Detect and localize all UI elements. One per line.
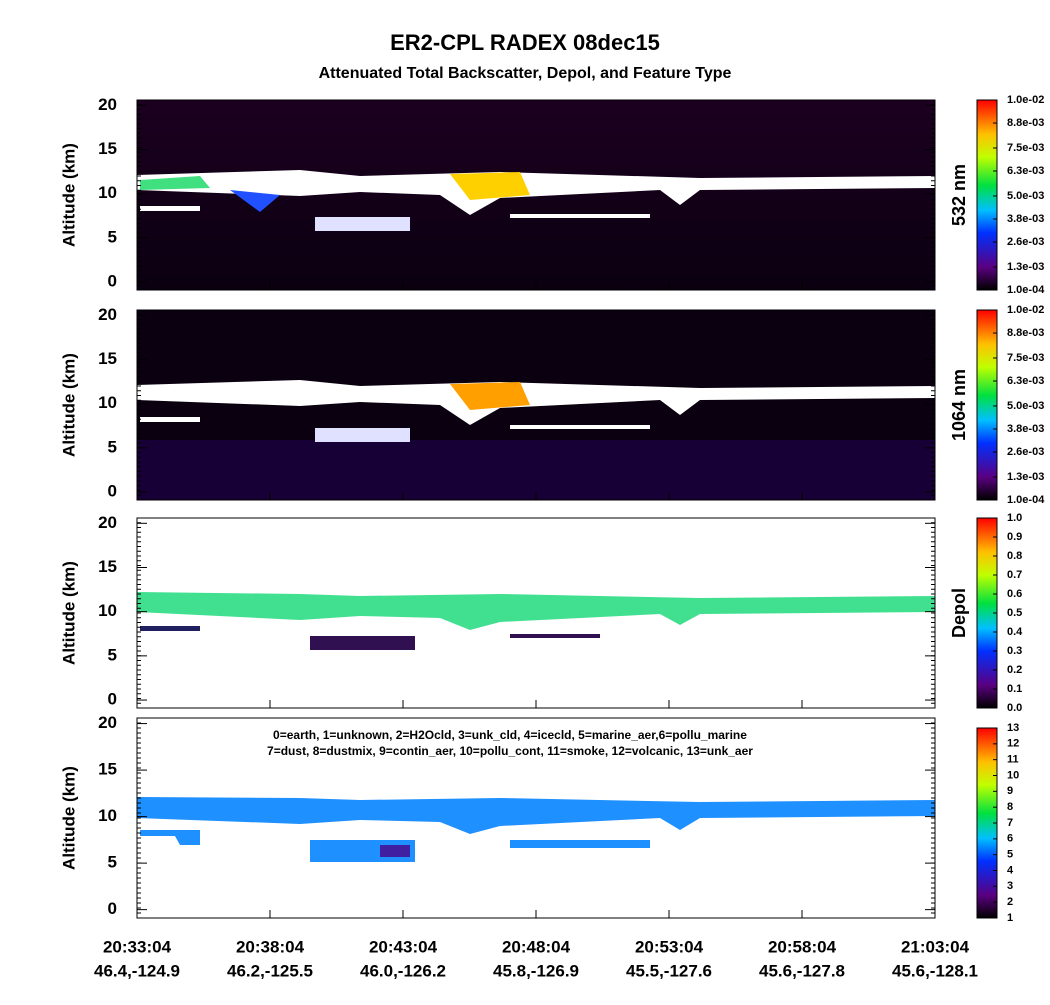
colorbar-label: 1.0e-02 bbox=[1007, 94, 1044, 106]
x-tick-location: 45.6,-127.8 bbox=[759, 961, 845, 980]
side-label: 1064 nm bbox=[949, 369, 969, 441]
y-tick-label: 0 bbox=[108, 690, 117, 709]
x-tick-time: 20:38:04 bbox=[236, 937, 305, 956]
colorbar-label: 1.3e-03 bbox=[1007, 261, 1044, 273]
x-tick-location: 45.8,-126.9 bbox=[493, 961, 579, 980]
colorbar-label: 0.0 bbox=[1007, 702, 1022, 714]
x-tick-time: 20:43:04 bbox=[369, 937, 438, 956]
colorbar-label: 0.5 bbox=[1007, 607, 1022, 619]
colorbar-label: 1.3e-03 bbox=[1007, 471, 1044, 483]
colorbar-label: 6.3e-03 bbox=[1007, 165, 1044, 177]
colorbar-label: 2.6e-03 bbox=[1007, 446, 1044, 458]
x-tick-time: 20:48:04 bbox=[502, 937, 571, 956]
x-tick-location: 45.5,-127.6 bbox=[626, 961, 712, 980]
x-tick-time: 20:58:04 bbox=[768, 937, 837, 956]
y-tick-label: 5 bbox=[108, 853, 117, 872]
colorbar-label: 13 bbox=[1007, 722, 1019, 734]
legend-text: 7=dust, 8=dustmix, 9=contin_aer, 10=poll… bbox=[267, 744, 753, 758]
colorbar-label: 0.9 bbox=[1007, 531, 1022, 543]
colorbar bbox=[976, 99, 998, 291]
colorbar-label: 3.8e-03 bbox=[1007, 213, 1044, 225]
x-tick-time: 21:03:04 bbox=[901, 937, 970, 956]
curtain-1064 bbox=[137, 310, 935, 500]
colorbar-label: 8 bbox=[1007, 801, 1013, 813]
y-tick-label: 0 bbox=[108, 899, 117, 918]
colorbar-label: 7 bbox=[1007, 817, 1013, 829]
y-tick-label: 0 bbox=[108, 272, 117, 291]
y-tick-label: 5 bbox=[108, 645, 117, 664]
colorbar-label: 11 bbox=[1007, 754, 1019, 766]
colorbar-label: 5 bbox=[1007, 849, 1013, 861]
colorbar-label: 5.0e-03 bbox=[1007, 400, 1044, 412]
colorbar-label: 3.8e-03 bbox=[1007, 423, 1044, 435]
colorbar-label: 5.0e-03 bbox=[1007, 190, 1044, 202]
y-tick-label: 5 bbox=[108, 227, 117, 246]
colorbar-label: 12 bbox=[1007, 738, 1019, 750]
colorbar-label: 0.2 bbox=[1007, 664, 1022, 676]
y-tick-label: 15 bbox=[98, 557, 117, 576]
colorbar-label: 6.3e-03 bbox=[1007, 375, 1044, 387]
x-tick-time: 20:53:04 bbox=[635, 937, 704, 956]
colorbar-label: 1.0e-04 bbox=[1007, 284, 1045, 296]
colorbar-label: 0.4 bbox=[1007, 626, 1023, 638]
y-tick-label: 10 bbox=[98, 393, 117, 412]
x-tick-location: 46.2,-125.5 bbox=[227, 961, 313, 980]
colorbar-label: 8.8e-03 bbox=[1007, 327, 1044, 339]
colorbar-label: 4 bbox=[1007, 864, 1014, 876]
y-axis-label: Altitude (km) bbox=[59, 766, 78, 870]
colorbar-label: 0.1 bbox=[1007, 683, 1022, 695]
curtain-feature bbox=[137, 797, 935, 862]
colorbar-label: 2.6e-03 bbox=[1007, 236, 1044, 248]
colorbar-label: 9 bbox=[1007, 785, 1013, 797]
colorbar-label: 8.8e-03 bbox=[1007, 117, 1044, 129]
colorbar-label: 2 bbox=[1007, 896, 1013, 908]
colorbar-label: 1.0e-04 bbox=[1007, 494, 1045, 506]
side-label: Depol bbox=[949, 588, 969, 638]
y-tick-label: 20 bbox=[98, 513, 117, 532]
x-tick-location: 46.0,-126.2 bbox=[360, 961, 446, 980]
colorbar-label: 1 bbox=[1007, 912, 1013, 924]
y-tick-label: 20 bbox=[98, 713, 117, 732]
y-tick-label: 15 bbox=[98, 139, 117, 158]
y-axis-label: Altitude (km) bbox=[59, 561, 78, 665]
x-tick-location: 45.6,-128.1 bbox=[892, 961, 978, 980]
colorbar-label: 1.0 bbox=[1007, 512, 1022, 524]
colorbar-label: 1.0e-02 bbox=[1007, 304, 1044, 316]
y-tick-label: 10 bbox=[98, 601, 117, 620]
y-axis-label: Altitude (km) bbox=[59, 353, 78, 457]
colorbar-label: 0.8 bbox=[1007, 550, 1022, 562]
x-tick-time: 20:33:04 bbox=[103, 937, 172, 956]
curtain-532 bbox=[137, 100, 935, 290]
y-tick-label: 0 bbox=[108, 482, 117, 501]
y-tick-label: 20 bbox=[98, 95, 117, 114]
colorbar-label: 0.3 bbox=[1007, 645, 1022, 657]
y-tick-label: 15 bbox=[98, 760, 117, 779]
chart-title: ER2-CPL RADEX 08dec15 bbox=[390, 30, 660, 55]
y-axis-label: Altitude (km) bbox=[59, 143, 78, 247]
y-tick-label: 10 bbox=[98, 806, 117, 825]
side-label: 532 nm bbox=[949, 164, 969, 226]
y-tick-label: 15 bbox=[98, 349, 117, 368]
colorbar-label: 7.5e-03 bbox=[1007, 352, 1044, 364]
chart-subtitle: Attenuated Total Backscatter, Depol, and… bbox=[319, 65, 732, 82]
colorbar-label: 0.6 bbox=[1007, 588, 1022, 600]
legend-text: 0=earth, 1=unknown, 2=H2Ocld, 3=unk_cld,… bbox=[273, 728, 747, 742]
y-tick-label: 10 bbox=[98, 183, 117, 202]
curtain-depol bbox=[137, 592, 935, 650]
colorbar-label: 7.5e-03 bbox=[1007, 142, 1044, 154]
colorbar-label: 10 bbox=[1007, 769, 1019, 781]
colorbar-label: 6 bbox=[1007, 833, 1013, 845]
colorbar bbox=[976, 309, 998, 501]
colorbar-label: 0.7 bbox=[1007, 569, 1022, 581]
y-tick-label: 5 bbox=[108, 437, 117, 456]
x-tick-location: 46.4,-124.9 bbox=[94, 961, 180, 980]
y-tick-label: 20 bbox=[98, 305, 117, 324]
colorbar-label: 3 bbox=[1007, 880, 1013, 892]
